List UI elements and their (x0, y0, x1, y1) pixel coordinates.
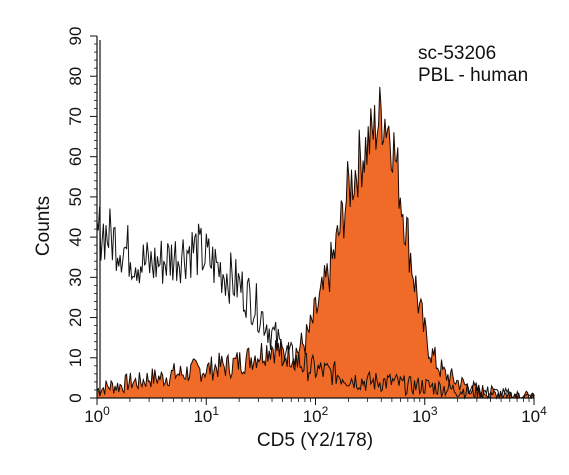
x-tick-label: 102 (303, 404, 329, 426)
x-axis-title: CD5 (Y2/178) (257, 430, 373, 451)
y-tick-label: 70 (66, 107, 85, 126)
x-tick-label: 103 (412, 404, 438, 426)
y-tick-label: 20 (66, 308, 85, 327)
y-tick-label: 30 (66, 268, 85, 287)
stained-sample-area (96, 86, 535, 400)
y-tick-label: 80 (66, 67, 85, 86)
x-ticks: 100 101 102 103 104 (84, 398, 547, 426)
y-tick-label: 90 (66, 27, 85, 46)
x-tick-label: 104 (521, 404, 547, 426)
annotation-sample: PBL - human (418, 65, 528, 86)
y-ticks: 0 10 20 30 40 50 60 70 80 90 (66, 27, 97, 403)
y-axis-title: Counts (33, 196, 54, 256)
y-tick-label: 60 (66, 147, 85, 166)
control-histogram-line (96, 206, 535, 400)
axes: 0 10 20 30 40 50 60 70 80 90 100 101 102 103 104 (66, 27, 547, 426)
y-tick-label: 40 (66, 228, 85, 247)
y-tick-label: 0 (66, 393, 85, 402)
x-tick-label: 100 (84, 404, 110, 426)
plot-area (96, 40, 535, 400)
y-tick-label: 10 (66, 348, 85, 367)
y-tick-label: 50 (66, 187, 85, 206)
annotation-product-code: sc-53206 (418, 43, 496, 64)
x-tick-label: 101 (193, 404, 219, 426)
